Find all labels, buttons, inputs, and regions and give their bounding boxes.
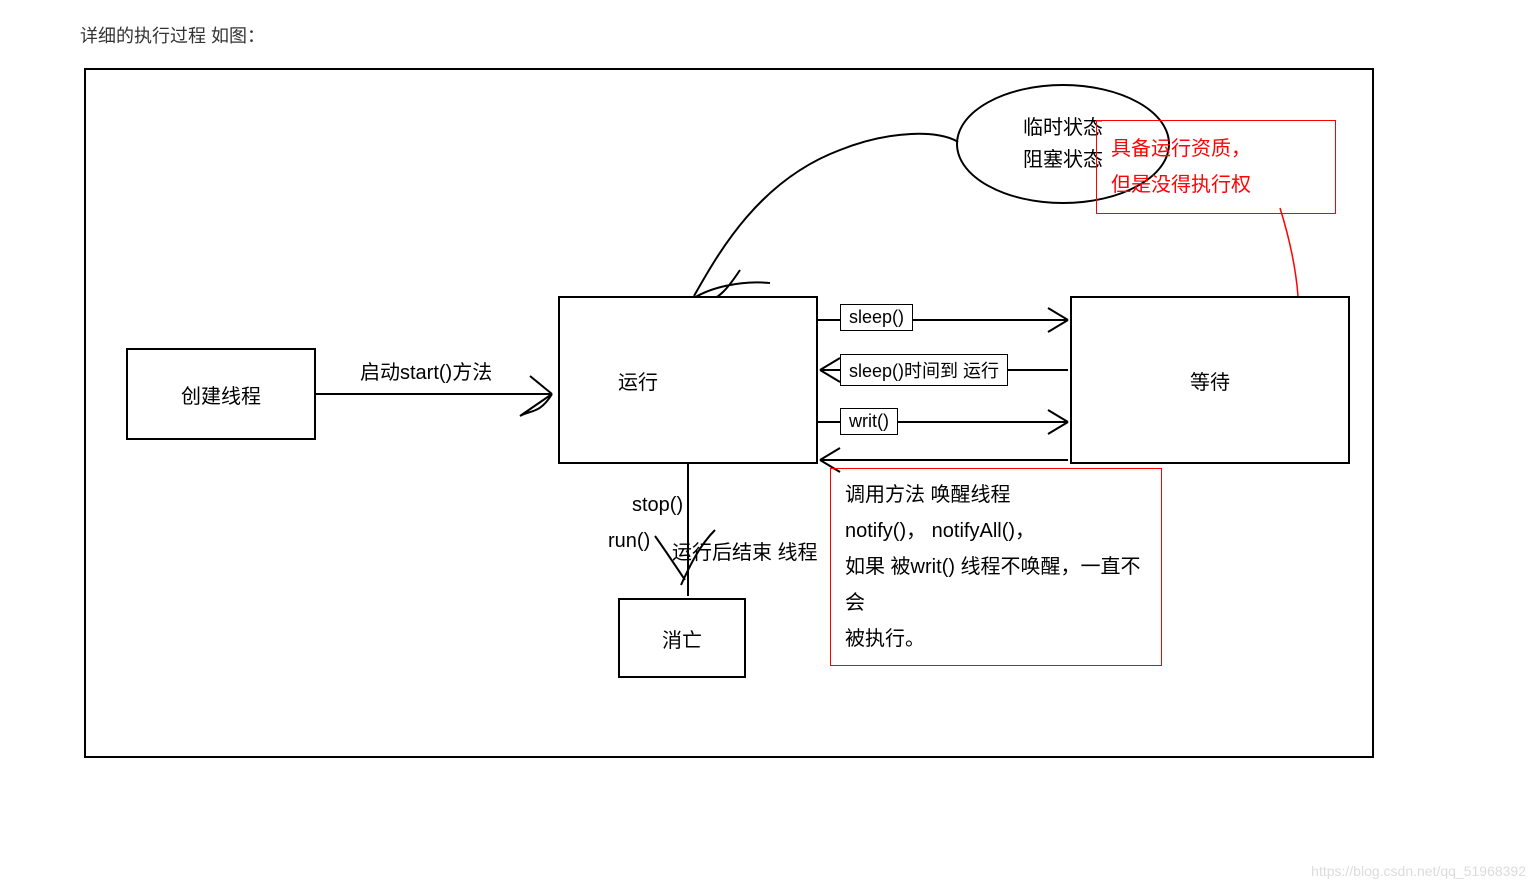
label-stop: stop() xyxy=(632,494,683,517)
red-qual-line2: 但是没得执行权 xyxy=(1111,167,1321,203)
node-run-label: 运行 xyxy=(618,366,658,395)
notify-line-1: notify()， notifyAll()， xyxy=(845,513,1147,549)
notify-line-0: 调用方法 唤醒线程 xyxy=(845,477,1147,513)
node-running: 运行 xyxy=(558,296,818,464)
label-start-method: 启动start()方法 xyxy=(360,356,492,385)
page-heading: 详细的执行过程 如图： xyxy=(80,22,265,48)
label-run-end: run() xyxy=(608,530,650,553)
node-waiting: 等待 xyxy=(1070,296,1350,464)
node-create-label: 创建线程 xyxy=(181,380,261,409)
node-die: 消亡 xyxy=(618,598,746,678)
ellipse-line2: 阻塞状态 xyxy=(1023,144,1103,176)
red-qualification-box: 具备运行资质， 但是没得执行权 xyxy=(1096,120,1336,214)
notify-line-3: 被执行。 xyxy=(845,621,1147,657)
node-die-label: 消亡 xyxy=(662,624,702,653)
node-create-thread: 创建线程 xyxy=(126,348,316,440)
notify-line-2: 如果 被writ() 线程不唤醒，一直不会 xyxy=(845,549,1147,621)
red-qual-line1: 具备运行资质， xyxy=(1111,131,1321,167)
label-sleep: sleep() xyxy=(840,304,913,331)
node-wait-label: 等待 xyxy=(1190,366,1230,395)
watermark-text: https://blog.csdn.net/qq_51968392 xyxy=(1311,863,1526,879)
label-run-end-desc: 运行后结束 线程 xyxy=(672,536,818,565)
label-sleep-back: sleep()时间到 运行 xyxy=(840,354,1008,386)
label-writ: writ() xyxy=(840,408,898,435)
red-notify-box: 调用方法 唤醒线程 notify()， notifyAll()， 如果 被wri… xyxy=(830,468,1162,666)
ellipse-line1: 临时状态 xyxy=(1023,112,1103,144)
